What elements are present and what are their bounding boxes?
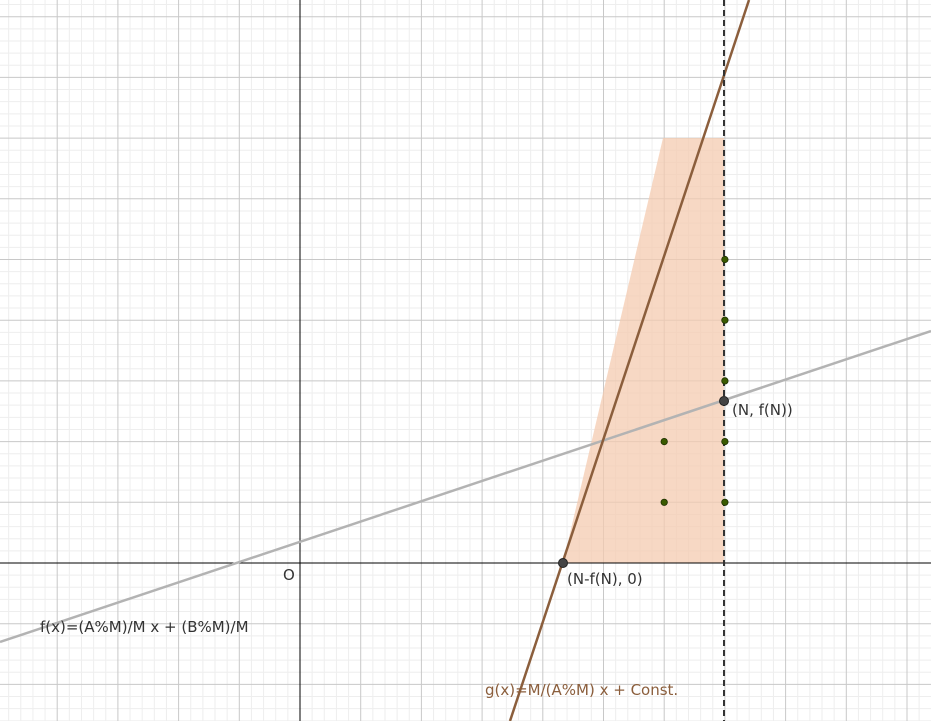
point-n-minus-fn-label: (N-f(N), 0) bbox=[567, 570, 643, 588]
f-line bbox=[0, 329, 931, 644]
lattice-point bbox=[721, 255, 729, 264]
lattice-point bbox=[721, 437, 729, 446]
f-function-label: f(x)=(A%M)/M x + (B%M)/M bbox=[40, 618, 249, 636]
point-n-fn[interactable] bbox=[719, 396, 729, 406]
g-line bbox=[508, 0, 751, 721]
lattice-point bbox=[660, 437, 668, 446]
lattice-point bbox=[660, 498, 668, 506]
lattice-point bbox=[721, 498, 729, 506]
lattice-points bbox=[660, 255, 729, 506]
g-function-label: g(x)=M/(A%M) x + Const. bbox=[485, 681, 678, 699]
shaded-region bbox=[563, 138, 724, 563]
origin-label: O bbox=[283, 566, 295, 584]
point-n-minus-fn[interactable] bbox=[558, 558, 568, 568]
lattice-point bbox=[721, 377, 729, 385]
point-n-fn-label: (N, f(N)) bbox=[732, 401, 793, 419]
lattice-point bbox=[721, 316, 729, 324]
